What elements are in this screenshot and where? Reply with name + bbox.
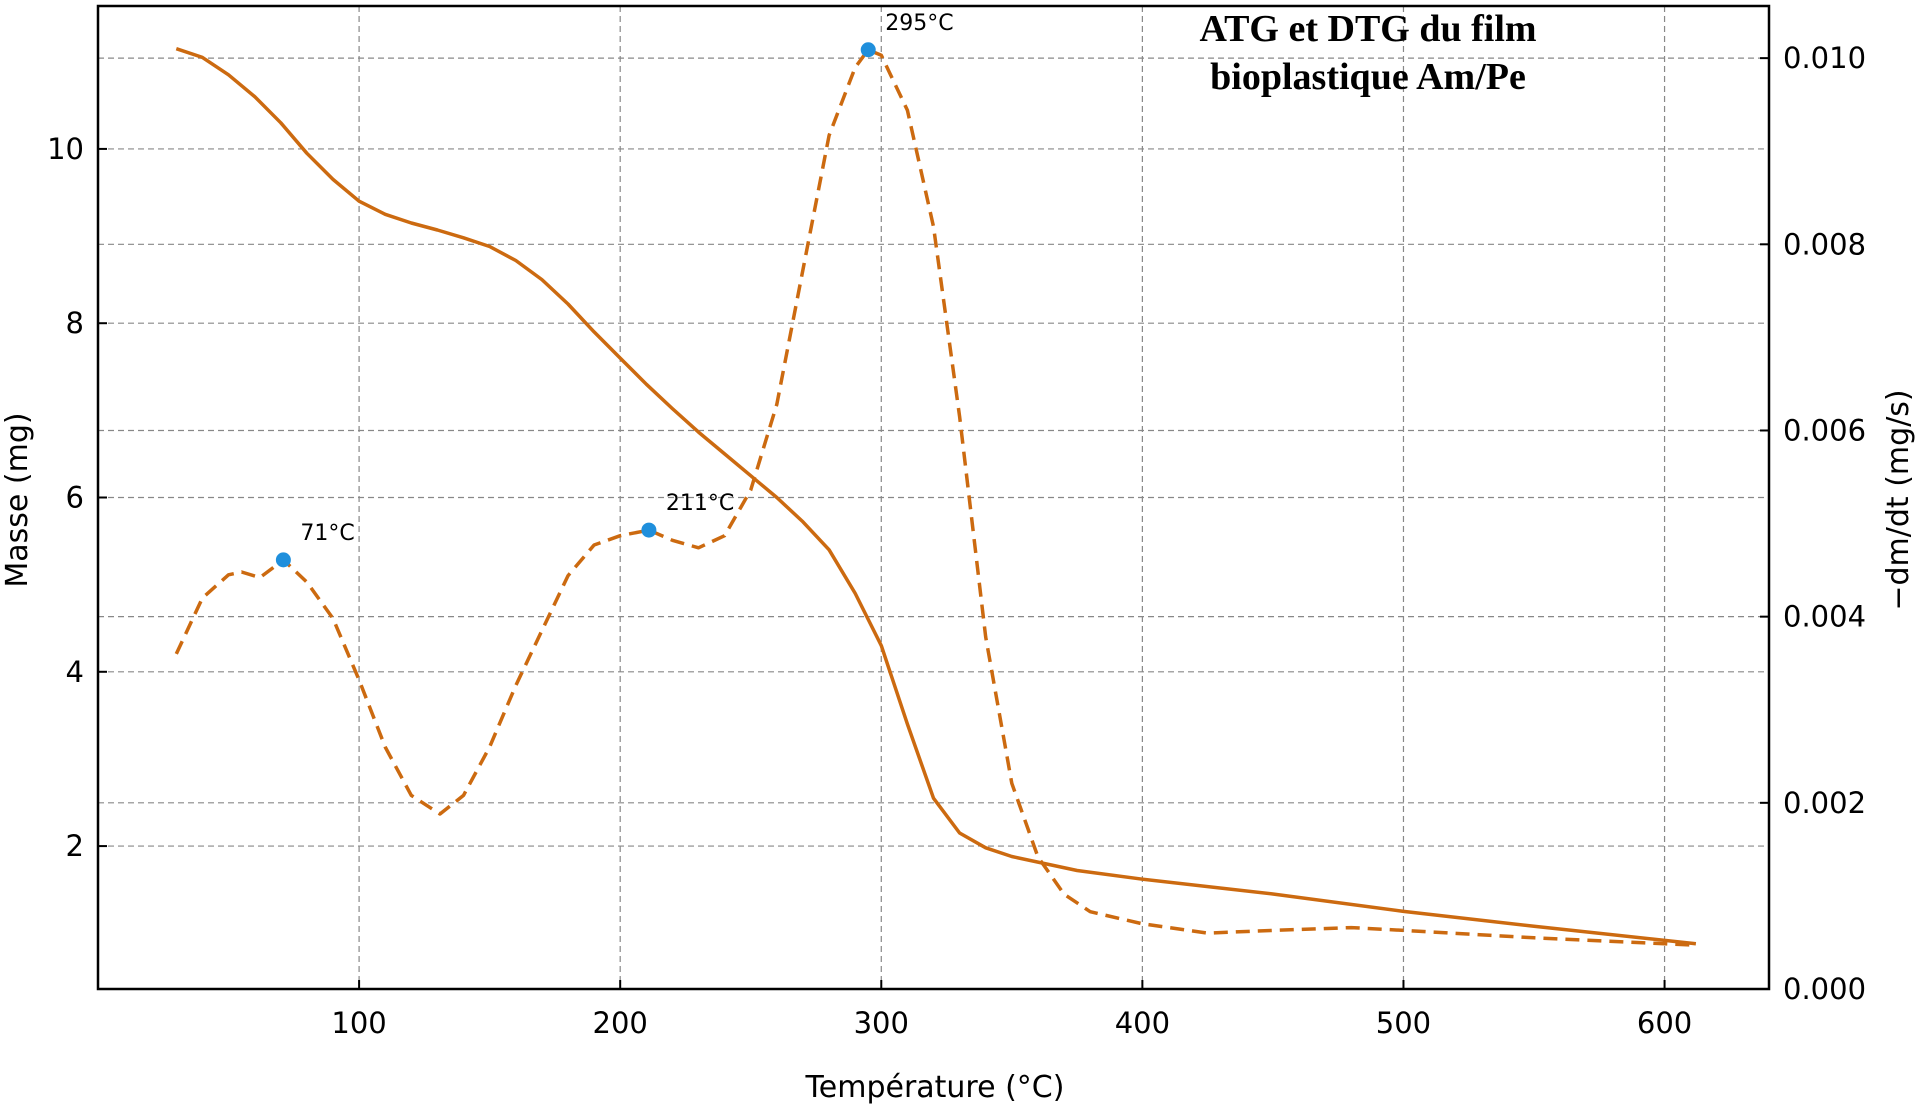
y-left-tick-label: 8 [66, 306, 84, 340]
chart-title-line2: bioplastique Am/Pe [1210, 56, 1526, 98]
peak-marker [275, 552, 291, 568]
peak-label: 295°C [885, 11, 953, 36]
x-tick-label: 100 [331, 1006, 386, 1040]
x-tick-label: 500 [1376, 1006, 1431, 1040]
chart-title-line1: ATG et DTG du film [1199, 8, 1536, 50]
peak-marker [641, 522, 657, 538]
y-right-tick-label: 0.000 [1783, 972, 1866, 1006]
atg-line [175, 47, 1697, 946]
x-tick-label: 400 [1115, 1006, 1170, 1040]
peak-markers: 71°C 211°C 295°C [275, 11, 954, 568]
y-left-tick-label: 2 [66, 829, 84, 863]
ticks: 100 200 300 400 500 600 2 4 6 8 10 0.000 0.002 0.004 0… [47, 41, 1866, 1040]
y-right-tick-label: 0.002 [1783, 786, 1866, 820]
x-tick-label: 300 [854, 1006, 909, 1040]
peak-label: 71°C [300, 521, 354, 546]
x-tick-label: 200 [593, 1006, 648, 1040]
peak-label: 211°C [666, 491, 734, 516]
x-axis-label: Température (°C) [805, 1070, 1065, 1105]
y-right-tick-label: 0.008 [1783, 227, 1866, 261]
y-axis-left-label: Masse (mg) [0, 412, 35, 587]
y-right-tick-label: 0.010 [1783, 41, 1866, 75]
dtg-line [174, 48, 1696, 947]
y-left-tick-label: 6 [66, 481, 84, 515]
x-tick-label: 600 [1637, 1006, 1692, 1040]
peak-marker [860, 42, 876, 58]
y-left-tick-label: 4 [66, 655, 84, 689]
grid [98, 6, 1769, 989]
y-axis-right-label: −dm/dt (mg/s) [1881, 389, 1916, 610]
series-layer [174, 47, 1697, 947]
y-right-tick-label: 0.006 [1783, 413, 1866, 447]
y-left-tick-label: 10 [47, 132, 84, 166]
y-right-tick-label: 0.004 [1783, 600, 1866, 634]
